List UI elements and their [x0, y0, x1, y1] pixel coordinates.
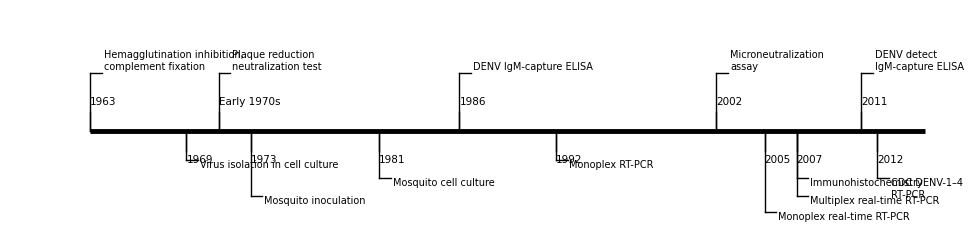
Text: 1981: 1981: [379, 155, 406, 165]
Text: 1973: 1973: [251, 155, 277, 165]
Text: Mosquito inoculation: Mosquito inoculation: [264, 196, 366, 206]
Text: 2002: 2002: [717, 97, 743, 107]
Text: Early 1970s: Early 1970s: [218, 97, 280, 107]
Text: 2007: 2007: [797, 155, 823, 165]
Text: Immunohistochemistry: Immunohistochemistry: [810, 178, 923, 188]
Text: CDC DENV-1–4
RT-PCR: CDC DENV-1–4 RT-PCR: [890, 178, 962, 200]
Text: 1969: 1969: [186, 155, 213, 165]
Text: DENV detect
IgM-capture ELISA: DENV detect IgM-capture ELISA: [875, 50, 963, 72]
Text: 1992: 1992: [556, 155, 582, 165]
Text: Plaque reduction
neutralization test: Plaque reduction neutralization test: [232, 50, 322, 72]
Text: Multiplex real-time RT-PCR: Multiplex real-time RT-PCR: [810, 196, 940, 206]
Text: 2011: 2011: [861, 97, 887, 107]
Text: DENV IgM-capture ELISA: DENV IgM-capture ELISA: [473, 62, 593, 72]
Text: 1963: 1963: [90, 97, 117, 107]
Text: Monoplex real-time RT-PCR: Monoplex real-time RT-PCR: [778, 212, 910, 222]
Text: Microneutralization
assay: Microneutralization assay: [730, 50, 824, 72]
Text: Virus isolation in cell culture: Virus isolation in cell culture: [200, 160, 338, 170]
Text: Mosquito cell culture: Mosquito cell culture: [393, 178, 494, 188]
Text: Hemagglutination inhibition,
complement fixation: Hemagglutination inhibition, complement …: [103, 50, 244, 72]
Text: 2005: 2005: [764, 155, 791, 165]
Text: Monoplex RT-PCR: Monoplex RT-PCR: [569, 160, 654, 170]
Text: 2012: 2012: [877, 155, 903, 165]
Text: 1986: 1986: [459, 97, 486, 107]
